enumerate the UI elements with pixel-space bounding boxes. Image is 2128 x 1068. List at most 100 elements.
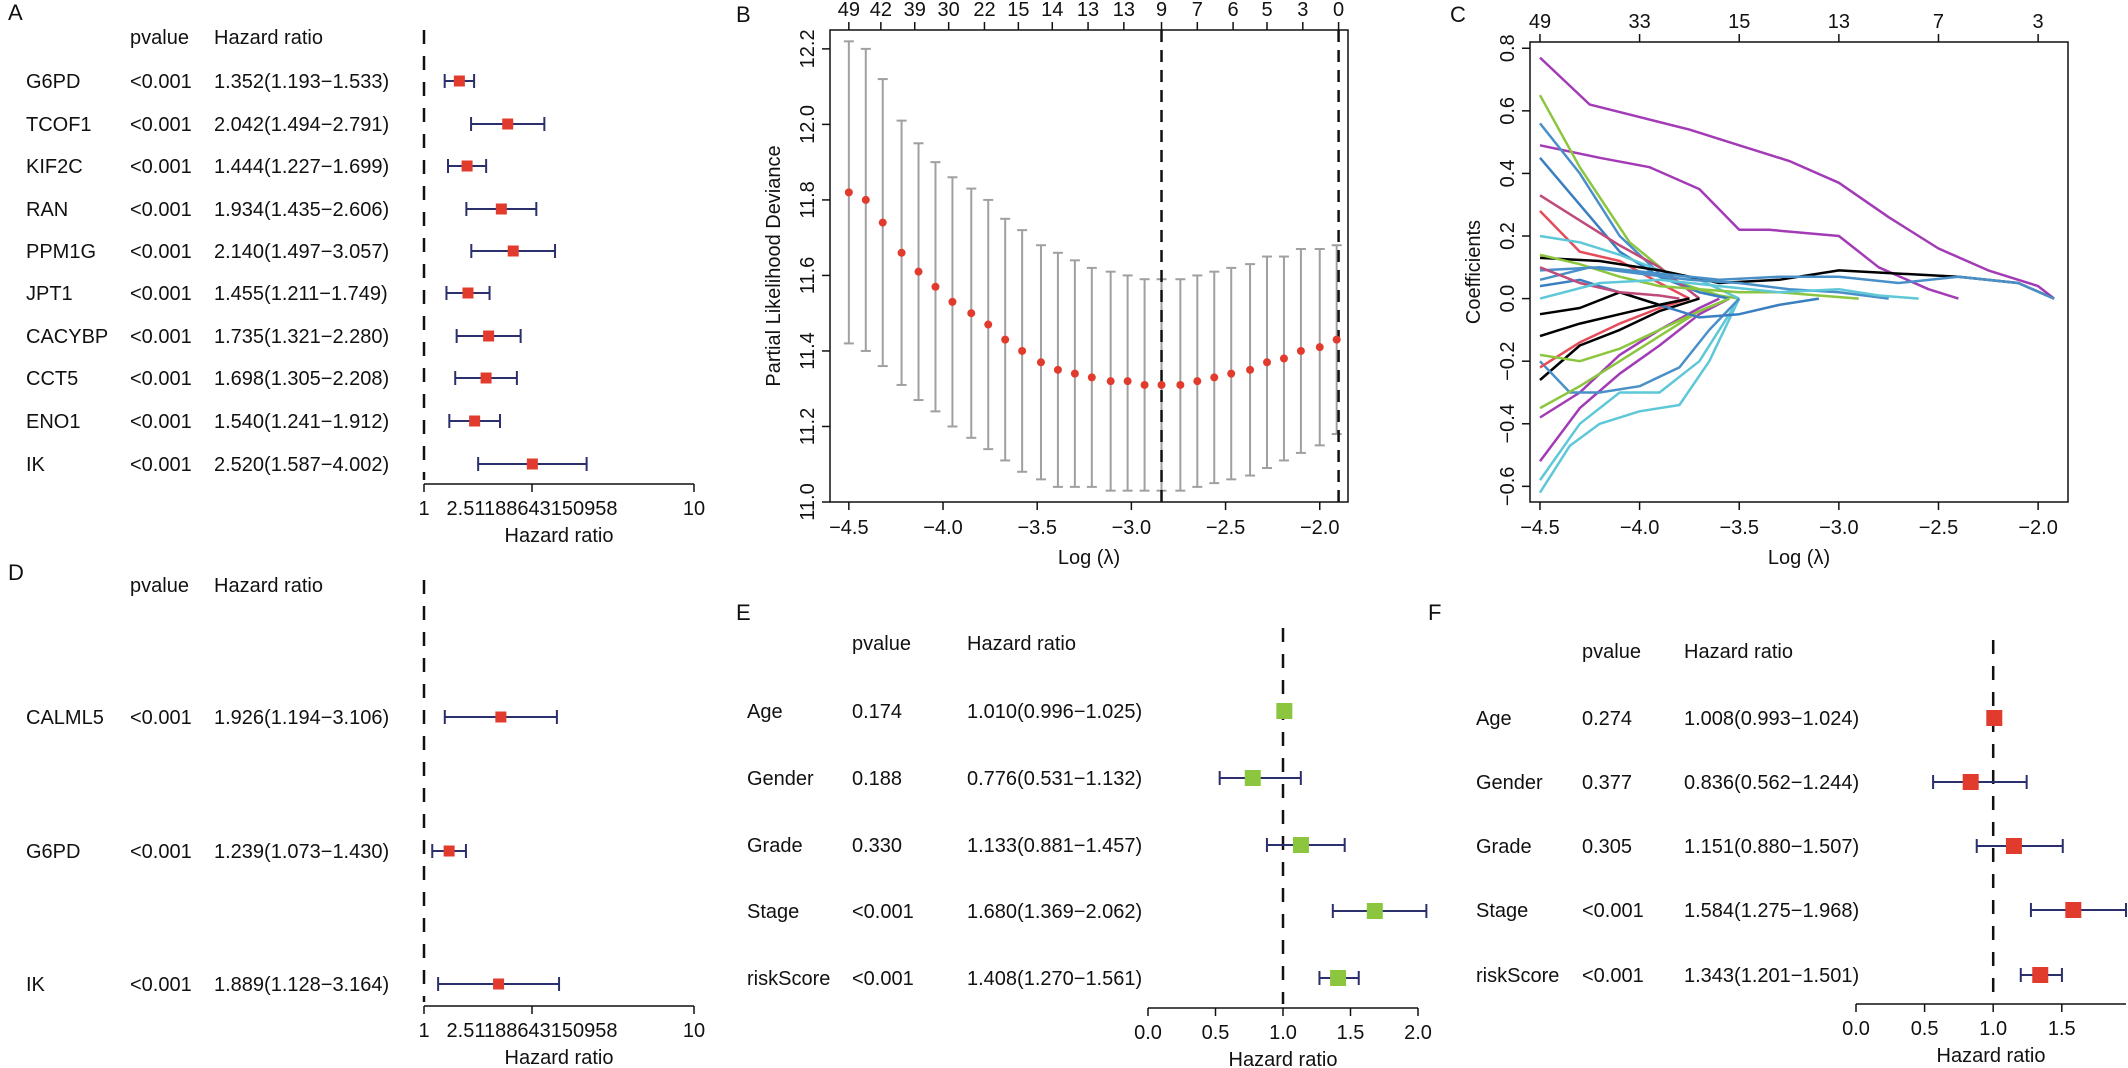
y-tick-label: 0.8 [1497, 34, 1519, 62]
x-axis-title: Log (λ) [1058, 547, 1120, 569]
hr-point [1330, 970, 1347, 986]
y-tick-label: 0.6 [1497, 97, 1519, 125]
row-hazard-ratio: 1.151(0.880−1.507) [1684, 836, 1859, 858]
coefficient-path [1539, 278, 1820, 319]
hr-point [2032, 967, 2049, 983]
row-label: Grade [1476, 836, 1532, 858]
top-tick-label: 15 [1728, 11, 1750, 33]
coefficient-path [1539, 234, 1740, 300]
x-tick-label: −2.0 [1300, 517, 1339, 539]
hr-point [1986, 710, 2003, 726]
coefficient-path [1539, 266, 1889, 300]
deviance-point [1070, 369, 1079, 378]
hr-point [495, 711, 507, 723]
column-header-pvalue: pvalue [852, 633, 911, 655]
deviance-point [1087, 373, 1096, 382]
row-hazard-ratio: 2.520(1.587−4.002) [214, 454, 389, 476]
panel-d: D pvalue Hazard ratio CALML5 <0.001 1.926(1.… [8, 560, 705, 1068]
panel-b: B −4.5 −4.0 −3.5 −3.0 −2.5 −2.0 11.0 11.2 11.4 11… [736, 0, 1349, 569]
coefficient-path [1539, 144, 1959, 300]
row-hazard-ratio: 1.889(1.128−3.164) [214, 974, 389, 996]
row-pvalue: <0.001 [130, 454, 192, 476]
x-tick-label: 2.51188643150958 [447, 1020, 618, 1042]
row-label: riskScore [1476, 965, 1559, 987]
x-tick-label: −3.5 [1017, 517, 1056, 539]
deviance-point [1210, 373, 1219, 382]
row-pvalue: <0.001 [130, 411, 192, 433]
x-tick-label: −4.0 [1620, 517, 1659, 539]
row-pvalue: <0.001 [130, 974, 192, 996]
hr-point [2005, 838, 2022, 854]
row-label: TCOF1 [26, 114, 92, 136]
row-pvalue: 0.330 [852, 835, 902, 857]
top-tick-label: 30 [938, 0, 960, 21]
coefficient-path [1539, 297, 1700, 381]
top-tick-label: 7 [1933, 11, 1944, 33]
deviance-point [1315, 343, 1324, 352]
deviance-point [1053, 365, 1062, 374]
hr-point [2065, 902, 2082, 918]
x-tick-label: 1 [418, 1020, 429, 1042]
row-label: CALML5 [26, 707, 104, 729]
deviance-point [948, 297, 957, 306]
coefficient-path [1539, 266, 2055, 300]
x-tick-label: 1 [418, 498, 429, 520]
x-tick-label: 1.0 [1979, 1018, 2007, 1040]
deviance-point [931, 282, 940, 291]
panel-f: F pvalue Hazard ratio Age 0.274 1.008(0.993−… [1428, 600, 2127, 1067]
row-label: Stage [747, 901, 799, 923]
x-tick-label: −2.0 [2018, 517, 2057, 539]
x-axis-title: Hazard ratio [505, 1047, 614, 1068]
row-pvalue: 0.274 [1582, 708, 1632, 730]
row-pvalue: <0.001 [130, 841, 192, 863]
row-label: KIF2C [26, 156, 83, 178]
row-hazard-ratio: 1.455(1.211−1.749) [214, 283, 388, 305]
coefficient-path [1538, 297, 1730, 463]
top-tick-label: 33 [1628, 11, 1650, 33]
row-label: Grade [747, 835, 803, 857]
row-label: ENO1 [26, 411, 80, 433]
hr-point [495, 203, 507, 215]
row-hazard-ratio: 1.934(1.435−2.606) [214, 199, 389, 221]
x-tick-label: −3.5 [1719, 517, 1758, 539]
hr-point [1244, 770, 1261, 786]
top-tick-label: 5 [1261, 0, 1272, 21]
panel-label-e: E [736, 600, 751, 625]
x-axis-title: Hazard ratio [1229, 1049, 1338, 1068]
panel-label-c: C [1450, 2, 1466, 27]
row-label: CCT5 [26, 368, 78, 390]
y-tick-label: 11.6 [797, 257, 819, 294]
deviance-point [984, 320, 993, 329]
deviance-point [1140, 380, 1149, 389]
deviance-point [1036, 358, 1045, 367]
panel-label-d: D [8, 560, 24, 585]
panel-e: E pvalue Hazard ratio Age 0.174 1.010(0.996−… [736, 600, 1432, 1068]
top-tick-label: 3 [1297, 0, 1308, 21]
row-label: Gender [1476, 772, 1543, 794]
top-tick-label: 39 [904, 0, 926, 21]
hr-point [453, 75, 465, 87]
y-tick-label: 11.4 [797, 332, 819, 369]
top-tick-label: 13 [1828, 11, 1850, 33]
coefficient-path [1539, 297, 1720, 419]
top-tick-label: 13 [1113, 0, 1135, 21]
deviance-point [1123, 377, 1132, 386]
row-label: G6PD [26, 71, 80, 93]
row-pvalue: <0.001 [1582, 900, 1644, 922]
y-tick-label: 0.0 [1497, 285, 1519, 313]
row-pvalue: <0.001 [130, 199, 192, 221]
deviance-point [1157, 380, 1166, 389]
x-tick-label: 2.51188643150958 [447, 498, 618, 520]
y-tick-label: 11.8 [797, 181, 819, 218]
row-hazard-ratio: 1.698(1.305−2.208) [214, 368, 389, 390]
x-tick-label: −3.0 [1819, 517, 1858, 539]
deviance-point [1106, 377, 1115, 386]
column-header-hazard-ratio: Hazard ratio [1684, 641, 1793, 663]
x-tick-label: −4.5 [1520, 517, 1559, 539]
deviance-point [1018, 346, 1027, 355]
y-axis-title: Coefficients [1463, 220, 1485, 324]
x-tick-label: −4.5 [829, 517, 868, 539]
row-pvalue: <0.001 [130, 326, 192, 348]
hr-point [1366, 903, 1383, 919]
deviance-point [1263, 358, 1272, 367]
